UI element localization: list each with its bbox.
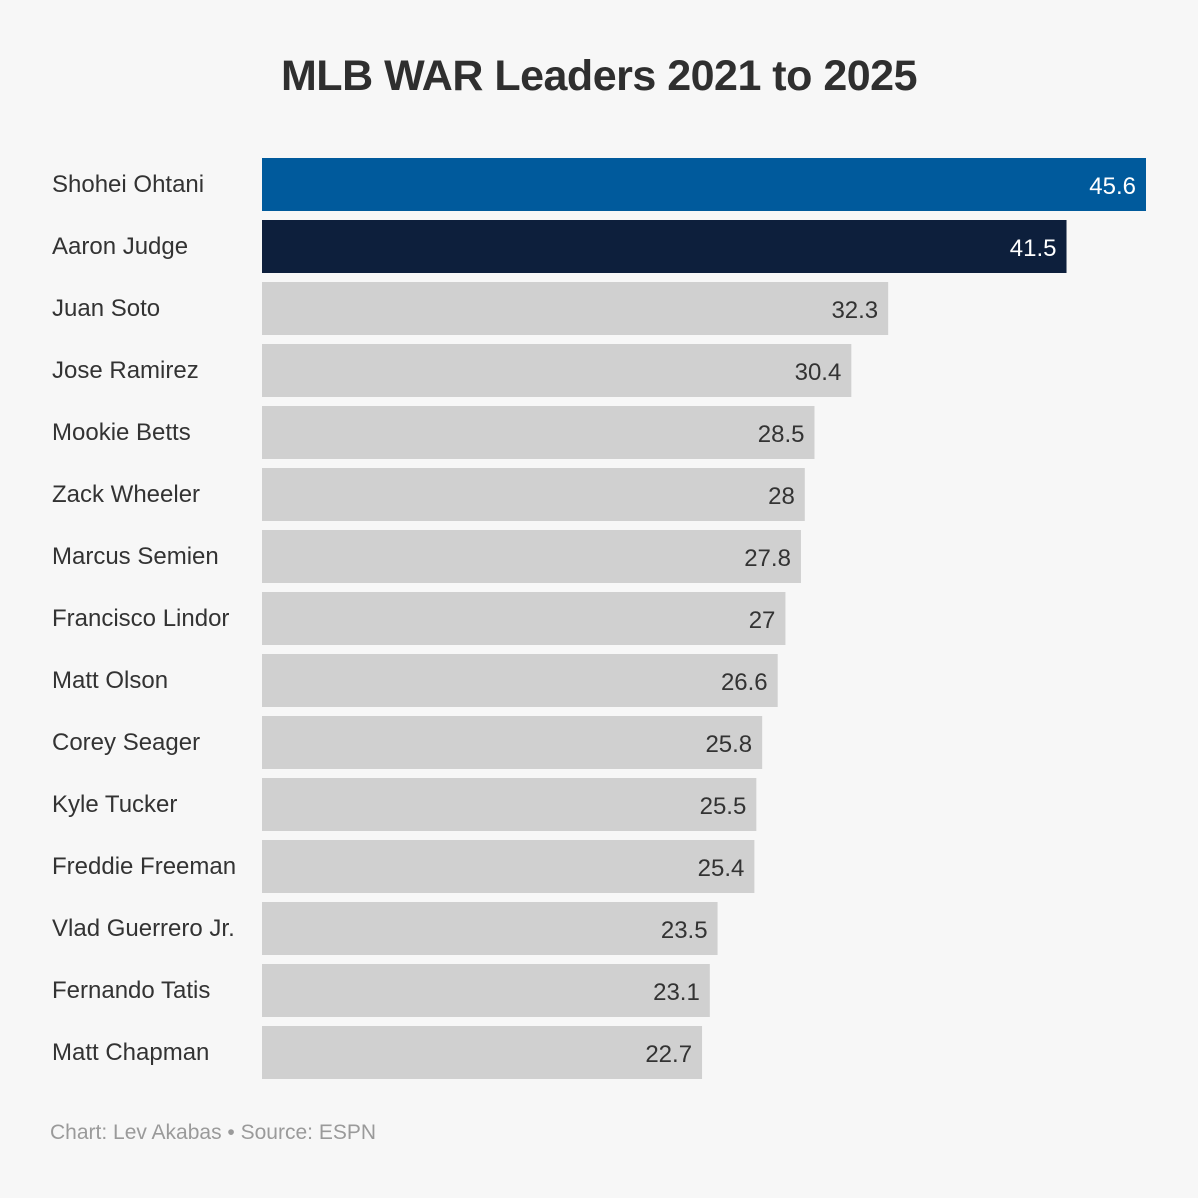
value-label-14: 22.7 [645,1041,692,1068]
value-label-6: 27.8 [744,545,791,572]
bar-8 [262,654,778,707]
value-label-1: 41.5 [1010,235,1057,262]
value-label-11: 25.4 [698,855,745,882]
category-label-7: Francisco Lindor [52,605,229,632]
bar-2 [262,282,889,335]
bar-14 [262,1026,703,1079]
bar-4 [262,406,815,459]
category-label-13: Fernando Tatis [52,977,210,1004]
category-label-14: Matt Chapman [52,1039,209,1066]
bar-6 [262,530,801,583]
category-label-6: Marcus Semien [52,543,219,570]
category-label-8: Matt Olson [52,667,168,694]
value-label-9: 25.8 [705,731,752,758]
value-label-12: 23.5 [661,917,708,944]
bar-10 [262,778,757,831]
value-label-4: 28.5 [758,421,805,448]
category-label-2: Juan Soto [52,295,160,322]
chart-credit: Chart: Lev Akabas • Source: ESPN [50,1121,377,1144]
value-label-3: 30.4 [795,359,842,386]
value-label-5: 28 [768,483,795,510]
value-label-7: 27 [749,607,776,634]
bar-5 [262,468,805,521]
category-label-10: Kyle Tucker [52,791,177,818]
bar-12 [262,902,718,955]
category-label-4: Mookie Betts [52,419,191,446]
value-label-2: 32.3 [831,297,878,324]
value-label-13: 23.1 [653,979,700,1006]
bar-13 [262,964,710,1017]
category-label-0: Shohei Ohtani [52,171,204,198]
category-label-5: Zack Wheeler [52,481,200,508]
chart-title: MLB WAR Leaders 2021 to 2025 [280,52,918,100]
category-label-9: Corey Seager [52,729,200,756]
category-label-1: Aaron Judge [52,233,188,260]
category-label-11: Freddie Freeman [52,853,236,880]
bar-9 [262,716,763,769]
bar-0 [262,158,1146,211]
value-label-0: 45.6 [1089,173,1136,200]
bar-3 [262,344,852,397]
category-label-3: Jose Ramirez [52,357,199,384]
value-label-10: 25.5 [700,793,747,820]
category-label-12: Vlad Guerrero Jr. [52,915,235,942]
bar-1 [262,220,1067,273]
bar-11 [262,840,755,893]
bar-7 [262,592,786,645]
value-label-8: 26.6 [721,669,768,696]
